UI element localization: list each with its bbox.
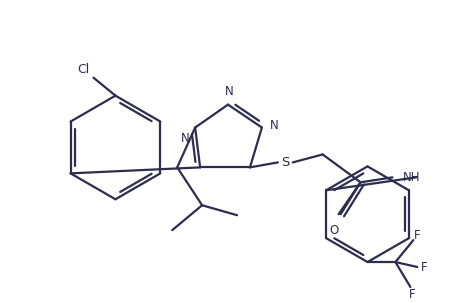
Text: N: N	[270, 119, 279, 132]
Text: F: F	[409, 288, 416, 301]
Text: O: O	[329, 224, 338, 237]
Text: N: N	[225, 85, 233, 98]
Text: NH: NH	[402, 171, 420, 184]
Text: F: F	[414, 229, 421, 241]
Text: Cl: Cl	[77, 63, 90, 76]
Text: F: F	[421, 261, 428, 274]
Text: N: N	[180, 132, 189, 145]
Text: S: S	[281, 156, 289, 169]
